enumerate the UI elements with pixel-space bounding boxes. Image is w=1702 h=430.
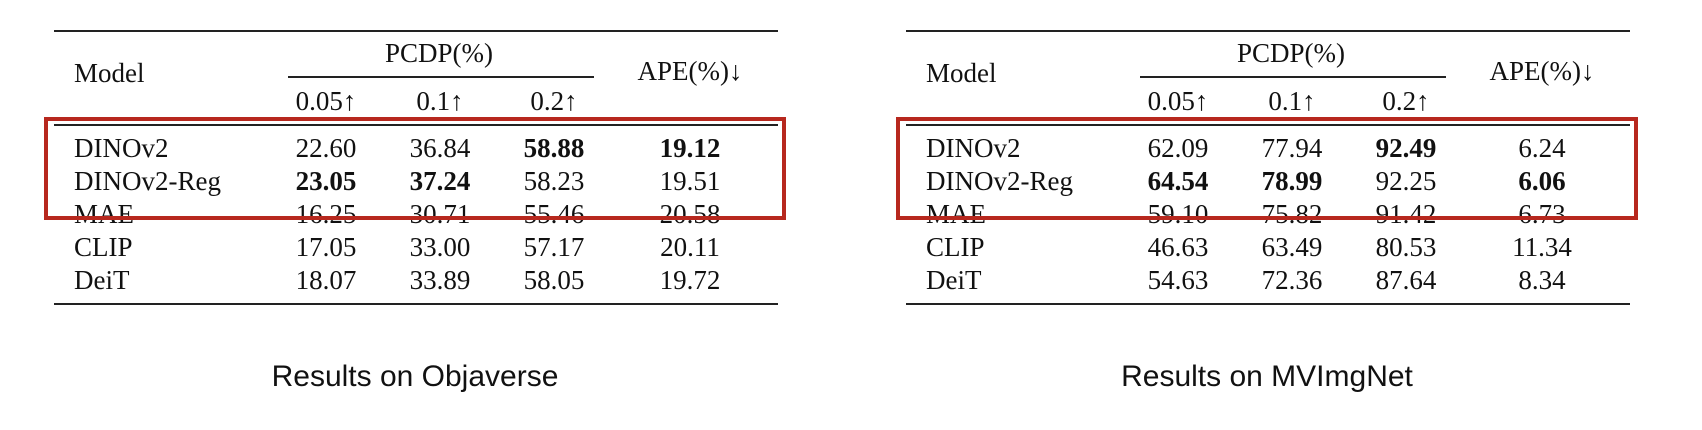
pcdp-underline bbox=[1140, 76, 1446, 78]
cell-value: 6.73 bbox=[1518, 199, 1566, 229]
cell-value: 59.10 bbox=[1147, 199, 1209, 229]
row-model: DINOv2 bbox=[926, 133, 1021, 163]
row-model: MAE bbox=[74, 199, 134, 229]
cell-value: 57.17 bbox=[523, 232, 585, 262]
cell-value: 91.42 bbox=[1375, 199, 1437, 229]
row-model: CLIP bbox=[74, 232, 133, 262]
cell-value-best: 19.12 bbox=[659, 133, 721, 163]
header-pcdp: PCDP(%) bbox=[1236, 38, 1346, 68]
cell-value: 87.64 bbox=[1375, 265, 1437, 295]
cell-value: 54.63 bbox=[1147, 265, 1209, 295]
pcdp-underline bbox=[288, 76, 594, 78]
row-model: DeiT bbox=[926, 265, 982, 295]
cell-value: 58.23 bbox=[523, 166, 585, 196]
header-model: Model bbox=[926, 58, 997, 88]
bottom-rule bbox=[54, 303, 778, 305]
mvimgnet-panel: Model PCDP(%) APE(%)↓ 0.05↑ 0.1↑ 0.2↑ DI… bbox=[851, 0, 1702, 430]
bottom-rule bbox=[906, 303, 1630, 305]
header-sub-02: 0.2↑ bbox=[1382, 86, 1430, 116]
cell-value: 46.63 bbox=[1147, 232, 1209, 262]
cell-value: 18.07 bbox=[295, 265, 357, 295]
row-model: DINOv2 bbox=[74, 133, 169, 163]
caption: Results on MVImgNet bbox=[1121, 360, 1413, 393]
cell-value: 55.46 bbox=[523, 199, 585, 229]
row-model: DINOv2-Reg bbox=[926, 166, 1073, 196]
row-model: DINOv2-Reg bbox=[74, 166, 221, 196]
cell-value: 16.25 bbox=[295, 199, 357, 229]
cell-value: 80.53 bbox=[1375, 232, 1437, 262]
cell-value-best: 37.24 bbox=[409, 166, 471, 196]
cell-value-best: 78.99 bbox=[1261, 166, 1323, 196]
row-model: CLIP bbox=[926, 232, 985, 262]
cell-value: 33.89 bbox=[409, 265, 471, 295]
header-model: Model bbox=[74, 58, 145, 88]
cell-value: 8.34 bbox=[1518, 265, 1566, 295]
cell-value: 63.49 bbox=[1261, 232, 1323, 262]
cell-value-best: 58.88 bbox=[523, 133, 585, 163]
cell-value-best: 92.49 bbox=[1375, 133, 1437, 163]
highlight-box bbox=[896, 117, 1638, 220]
cell-value: 17.05 bbox=[295, 232, 357, 262]
header-pcdp: PCDP(%) bbox=[384, 38, 494, 68]
cell-value-best: 64.54 bbox=[1147, 166, 1209, 196]
row-model: DeiT bbox=[74, 265, 130, 295]
header-sub-01: 0.1↑ bbox=[416, 86, 464, 116]
objaverse-panel: Model PCDP(%) APE(%)↓ 0.05↑ 0.1↑ 0.2↑ DI… bbox=[44, 30, 786, 393]
cell-value: 19.72 bbox=[659, 265, 721, 295]
header-sub-02: 0.2↑ bbox=[530, 86, 578, 116]
cell-value: 6.24 bbox=[1518, 133, 1566, 163]
cell-value: 30.71 bbox=[409, 199, 471, 229]
cell-value: 62.09 bbox=[1147, 133, 1209, 163]
cell-value: 77.94 bbox=[1261, 133, 1323, 163]
header-ape: APE(%)↓ bbox=[637, 56, 743, 86]
cell-value: 75.82 bbox=[1261, 199, 1323, 229]
cell-value: 58.05 bbox=[523, 265, 585, 295]
cell-value: 36.84 bbox=[409, 133, 471, 163]
highlight-box bbox=[44, 117, 786, 220]
row-model: MAE bbox=[926, 199, 986, 229]
cell-value-best: 23.05 bbox=[295, 166, 357, 196]
header-rule bbox=[906, 124, 1630, 126]
header-sub-01: 0.1↑ bbox=[1268, 86, 1316, 116]
header-sub-005: 0.05↑ bbox=[295, 86, 357, 116]
cell-value: 20.11 bbox=[660, 232, 720, 262]
cell-value: 11.34 bbox=[1512, 232, 1572, 262]
cell-value-best: 6.06 bbox=[1518, 166, 1566, 196]
header-sub-005: 0.05↑ bbox=[1147, 86, 1209, 116]
top-rule bbox=[906, 30, 1630, 32]
cell-value: 22.60 bbox=[295, 133, 357, 163]
top-rule bbox=[54, 30, 778, 32]
header-rule bbox=[54, 124, 778, 126]
cell-value: 72.36 bbox=[1261, 265, 1323, 295]
cell-value: 20.58 bbox=[659, 199, 721, 229]
cell-value: 33.00 bbox=[409, 232, 471, 262]
cell-value: 92.25 bbox=[1375, 166, 1437, 196]
caption: Results on Objaverse bbox=[271, 360, 559, 393]
header-ape: APE(%)↓ bbox=[1489, 56, 1595, 86]
cell-value: 19.51 bbox=[659, 166, 721, 196]
